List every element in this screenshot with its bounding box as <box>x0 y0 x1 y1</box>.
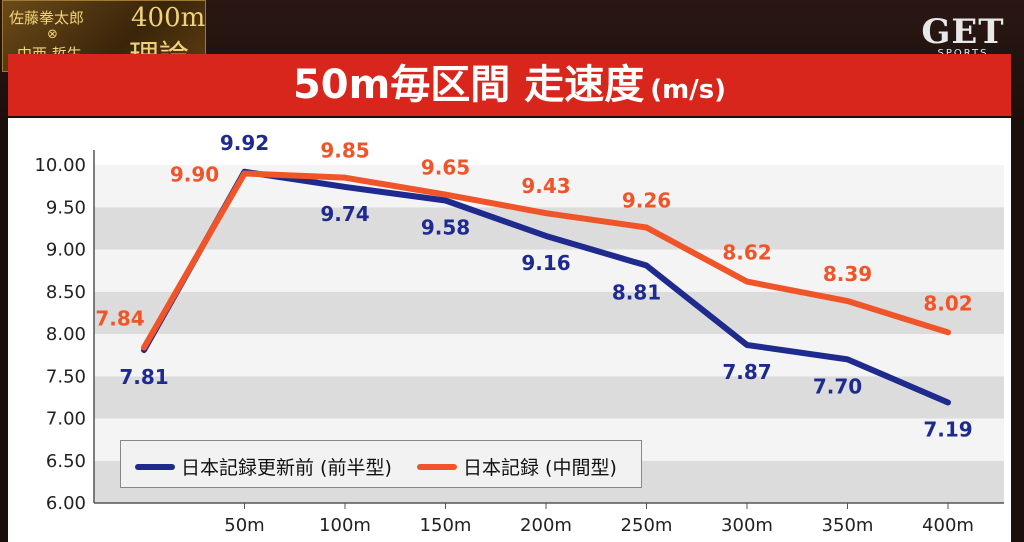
y-tick-label: 9.50 <box>46 197 86 218</box>
x-tick-label: 200m <box>520 515 572 536</box>
y-tick-label: 6.00 <box>46 493 86 514</box>
data-label-before: 9.58 <box>421 215 470 239</box>
cross-icon: ⊗ <box>47 27 58 42</box>
data-label-record: 7.84 <box>95 307 144 331</box>
show-logo: 佐藤拳太郎 ⊗ 中西 哲生 400m 理論 <box>2 0 206 74</box>
series-line-record <box>141 170 951 351</box>
data-label-before: 9.92 <box>220 131 269 155</box>
data-label-record: 8.62 <box>722 241 771 265</box>
data-label-before: 9.16 <box>521 251 570 275</box>
grid-band <box>94 291 1004 334</box>
data-label-record: 9.90 <box>170 162 219 186</box>
legend-label-before: 日本記録更新前 (前半型) <box>181 457 392 479</box>
y-tick-label: 9.00 <box>46 240 86 261</box>
x-tick-label: 400m <box>922 515 974 536</box>
data-label-before: 7.19 <box>923 417 972 441</box>
y-tick-label: 7.50 <box>46 366 86 387</box>
y-tick-label: 7.00 <box>46 409 86 430</box>
y-tick-label: 8.00 <box>46 324 86 345</box>
brand-logo: GET SPORTS <box>908 12 1018 76</box>
data-label-record: 9.26 <box>622 189 671 213</box>
legend-item-before: 日本記録更新前 (前半型) <box>135 453 392 480</box>
x-tick-label: 350m <box>822 515 874 536</box>
y-tick-label: 10.00 <box>34 155 86 176</box>
data-label-record: 8.39 <box>823 262 872 286</box>
grid-band <box>94 334 1004 377</box>
x-tick-label: 100m <box>319 515 371 536</box>
legend: 日本記録更新前 (前半型) 日本記録 (中間型) <box>120 440 642 488</box>
y-tick-label: 8.50 <box>46 282 86 303</box>
data-label-before: 8.81 <box>612 281 661 305</box>
chart-title-main: 50m毎区間 走速度 <box>292 62 645 108</box>
x-tick-label: 300m <box>721 515 773 536</box>
x-tick-label: 150m <box>420 515 472 536</box>
data-label-before: 9.74 <box>320 202 369 226</box>
legend-swatch-before <box>135 463 175 470</box>
legend-swatch-record <box>417 463 457 470</box>
brand-sub: SPORTS <box>908 48 1018 59</box>
data-label-record: 9.65 <box>421 156 470 180</box>
show-title-1: 400m <box>131 3 206 33</box>
x-tick-label: 250m <box>621 515 673 536</box>
show-name-1: 佐藤拳太郎 <box>9 9 85 27</box>
legend-label-record: 日本記録 (中間型) <box>463 457 617 479</box>
legend-item-record: 日本記録 (中間型) <box>417 453 617 480</box>
data-label-before: 7.81 <box>119 365 168 389</box>
data-label-record: 9.43 <box>521 174 570 198</box>
grid-band <box>94 249 1004 292</box>
chart-title: 50m毎区間 走速度 (m/s) <box>8 62 1011 113</box>
data-label-before: 7.70 <box>813 374 862 398</box>
data-label-record: 8.02 <box>923 291 972 315</box>
data-label-record: 9.85 <box>320 139 369 163</box>
x-tick-label: 50m <box>224 515 264 536</box>
chart-title-unit: (m/s) <box>650 75 727 105</box>
title-band: 50m毎区間 走速度 (m/s) <box>8 54 1011 116</box>
data-label-before: 7.87 <box>722 360 771 384</box>
y-tick-label: 6.50 <box>46 451 86 472</box>
grid-band <box>94 376 1004 419</box>
brand-main: GET <box>921 12 1005 52</box>
